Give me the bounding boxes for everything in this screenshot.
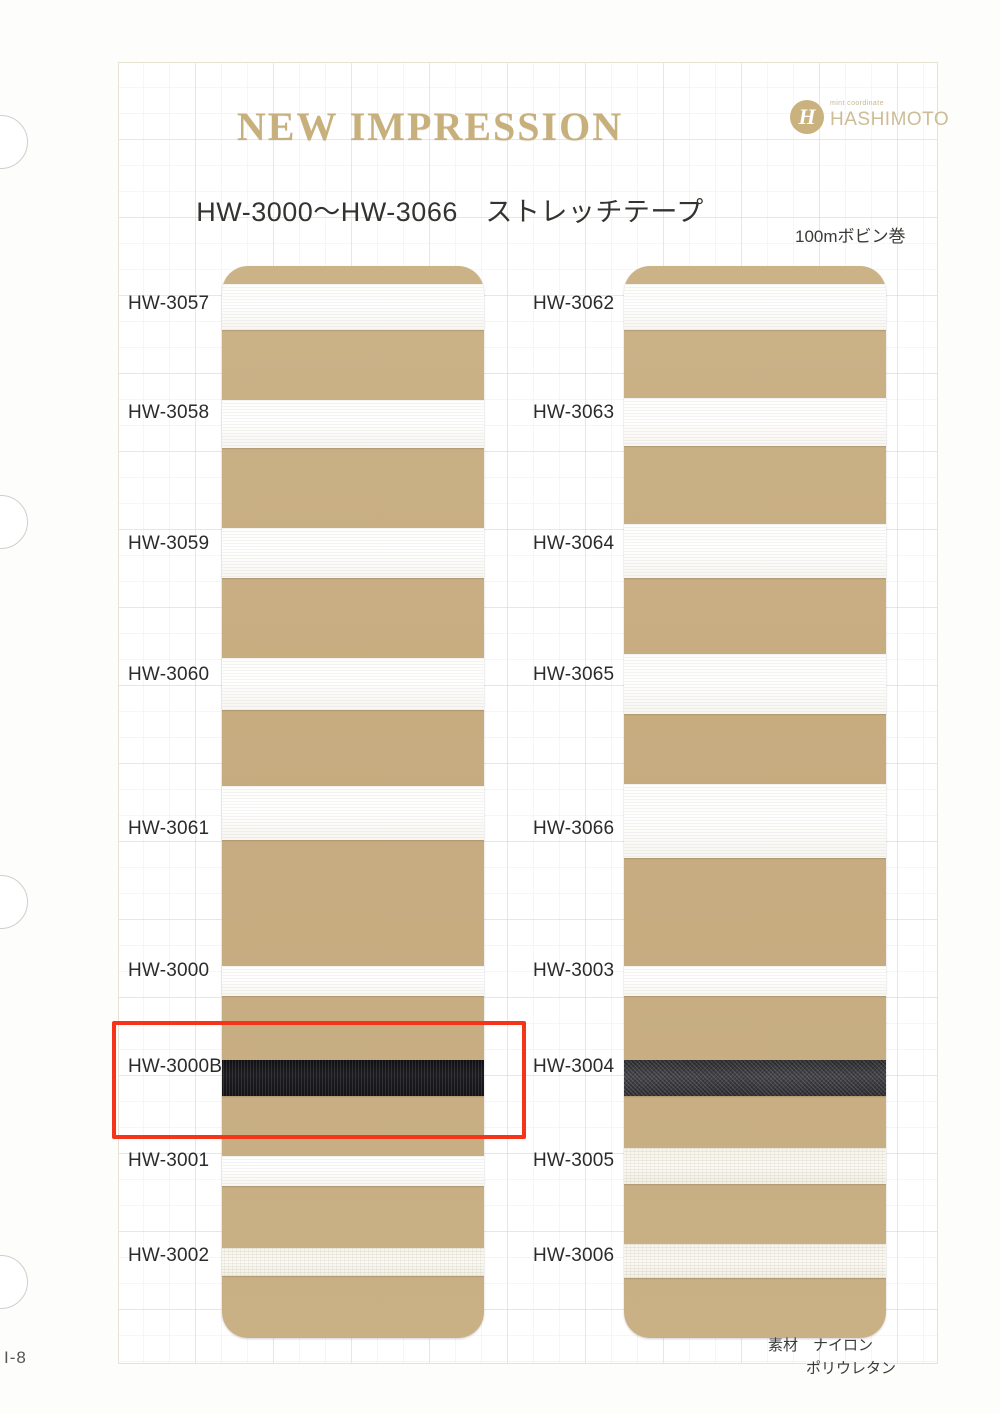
swatch-label: HW-3065 [533,664,615,685]
tape-swatch[interactable] [222,658,484,710]
tape-swatch[interactable] [624,1148,886,1184]
swatch-card-left [222,266,484,1338]
swatch-label: HW-3062 [533,293,615,314]
tape-swatch[interactable] [222,284,484,330]
tape-swatch[interactable] [624,1060,886,1096]
tape-swatch[interactable] [222,1156,484,1186]
swatch-label: HW-3060 [128,664,210,685]
tape-swatch[interactable] [624,654,886,714]
tape-swatch[interactable] [624,1244,886,1278]
tape-swatch[interactable] [222,786,484,840]
tape-swatch[interactable] [624,966,886,996]
swatch-label: HW-3003 [533,960,615,981]
tape-swatch[interactable] [624,784,886,858]
binder-hole-3 [0,875,28,929]
material-line-1: 素材 ナイロン [768,1337,874,1354]
swatch-card-right [624,266,886,1338]
swatch-label: HW-3000 [128,960,210,981]
tape-swatch[interactable] [624,284,886,330]
swatch-label: HW-3059 [128,533,210,554]
tape-swatch[interactable] [624,398,886,446]
swatch-label: HW-3064 [533,533,615,554]
swatch-label: HW-3066 [533,818,615,839]
page-number: I-8 [4,1348,27,1367]
tape-swatch[interactable] [222,400,484,448]
logo-mark-letter: H [798,104,816,129]
tape-swatch[interactable] [222,528,484,578]
page-title: NEW IMPRESSION [236,104,624,149]
binder-hole-4 [0,1255,28,1309]
swatch-label: HW-3057 [128,293,210,314]
highlight-box [112,1021,526,1139]
page-subtitle: HW-3000～HW-3066 ストレッチテープ [196,197,704,227]
swatch-label: HW-3006 [533,1245,615,1266]
swatch-label: HW-3058 [128,402,210,423]
swatch-label: HW-3000B [128,1056,223,1077]
tape-swatch[interactable] [222,1060,484,1096]
logo-brand-name: HASHIMOTO [830,109,950,130]
logo-mark-icon: H [790,100,824,134]
tape-swatch[interactable] [222,1248,484,1276]
binder-hole-2 [0,495,28,549]
hashimoto-logo: H mint coordinate HASHIMOTO [790,98,949,150]
swatch-label: HW-3001 [128,1150,210,1171]
material-line-2: ポリウレタン [806,1360,897,1377]
material-note: 素材 ナイロン ポリウレタン [768,1334,896,1380]
swatch-label: HW-3061 [128,818,210,839]
binder-hole-1 [0,115,28,169]
swatch-label: HW-3002 [128,1245,210,1266]
logo-tagline: mint coordinate [830,100,884,107]
tape-swatch[interactable] [222,966,484,996]
swatch-label: HW-3005 [533,1150,615,1171]
swatch-label: HW-3063 [533,402,615,423]
bobbin-note: 100mボビン巻 [795,227,906,246]
tape-swatch[interactable] [624,524,886,578]
swatch-label: HW-3004 [533,1056,615,1077]
